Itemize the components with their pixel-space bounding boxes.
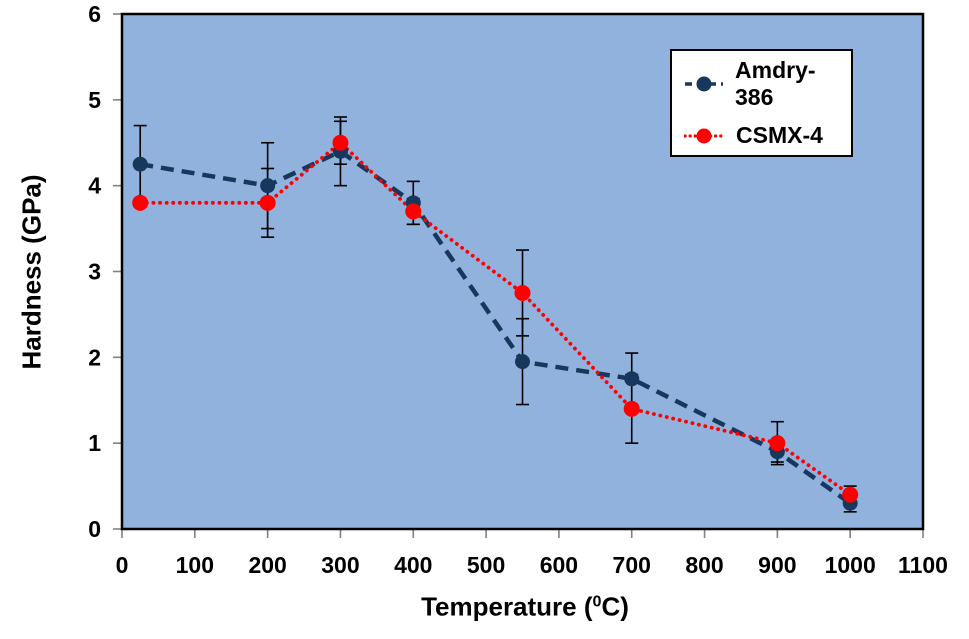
y-axis-tick-label: 6 — [88, 1, 101, 27]
y-axis-title: Hardness (GPa) — [16, 174, 47, 370]
y-axis-tick-label: 4 — [88, 173, 101, 199]
plot-border — [120, 12, 925, 531]
x-axis-title: Temperature (0C) — [421, 592, 629, 623]
series-line-csmx-4 — [138, 140, 853, 497]
y-axis-tick-label: 0 — [88, 516, 101, 542]
x-axis-tick-label: 1000 — [825, 552, 876, 578]
x-axis-tick-label: 100 — [176, 552, 214, 578]
data-point-amdry-386 — [515, 354, 530, 370]
legend-label: Amdry-386 — [735, 56, 816, 110]
legend-label: CSMX-4 — [736, 122, 823, 149]
data-point-amdry-386 — [132, 156, 148, 172]
x-axis-title-superscript: 0 — [592, 592, 602, 611]
legend-sample-csmx-4 — [684, 128, 724, 144]
data-point-csmx-4 — [132, 194, 149, 211]
x-axis-tick-label: 1100 — [898, 552, 948, 578]
y-axis-tick-label: 3 — [88, 259, 101, 285]
x-axis-title-suffix: C) — [601, 591, 629, 622]
y-axis-tick-label: 5 — [88, 87, 101, 113]
series-line-amdry-386 — [139, 148, 852, 506]
x-axis-tick-label: 500 — [467, 552, 505, 578]
data-point-csmx-4 — [769, 435, 786, 452]
x-axis-tick-label: 600 — [540, 552, 578, 578]
data-point-csmx-4 — [842, 486, 859, 503]
x-axis-tick-label: 800 — [685, 552, 723, 578]
legend-item: Amdry-386 — [684, 57, 851, 111]
x-axis-tick-label: 0 — [116, 552, 129, 578]
legend-item: CSMX-4 — [684, 122, 851, 149]
x-axis-tick-label: 200 — [248, 552, 286, 578]
data-point-csmx-4 — [332, 134, 349, 151]
data-point-csmx-4 — [405, 203, 422, 220]
data-point-amdry-386 — [260, 178, 276, 194]
data-point-csmx-4 — [514, 284, 531, 301]
data-point-csmx-4 — [259, 194, 276, 211]
legend-sample-amdry-386 — [685, 76, 723, 92]
x-axis-tick-label: 700 — [613, 552, 651, 578]
legend: Amdry-386 CSMX-4 — [670, 49, 853, 157]
x-axis-title-text: Temperature ( — [421, 591, 593, 622]
y-axis-tick-label: 1 — [88, 430, 101, 456]
y-axis-tick-label: 2 — [88, 344, 101, 370]
data-point-csmx-4 — [623, 400, 640, 417]
x-axis-tick-label: 900 — [758, 552, 796, 578]
data-point-amdry-386 — [624, 371, 640, 387]
x-axis-tick-label: 400 — [394, 552, 432, 578]
x-axis-tick-label: 300 — [321, 552, 359, 578]
